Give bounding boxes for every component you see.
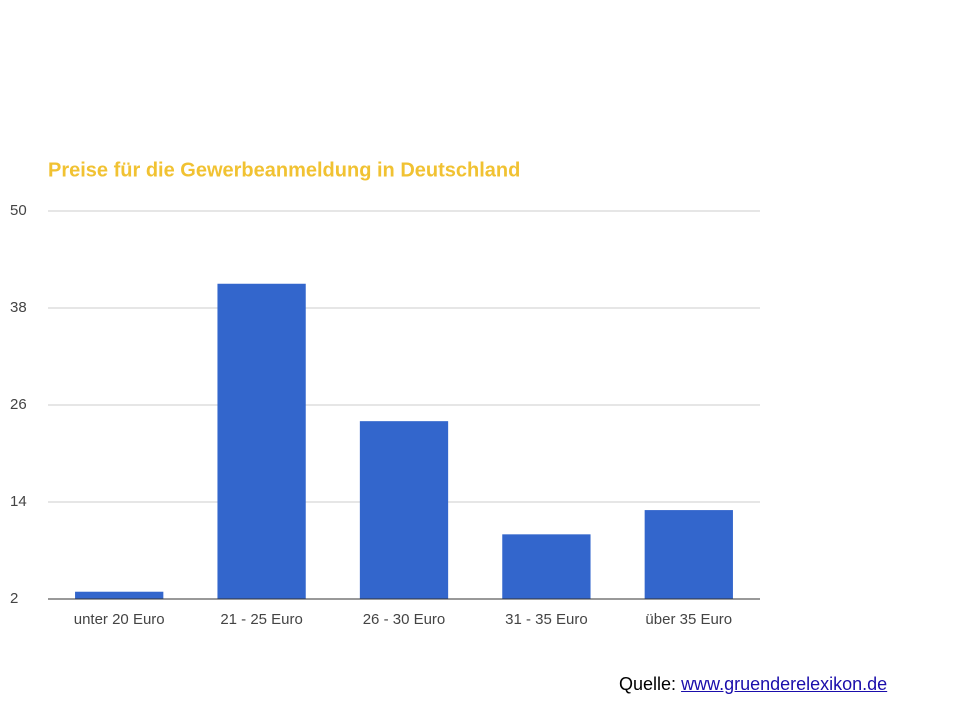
x-tick-label: 21 - 25 Euro (220, 611, 303, 628)
x-tick-label: 31 - 35 Euro (505, 611, 588, 628)
chart: Preise für die Gewerbeanmeldung in Deuts… (10, 159, 760, 628)
bar (502, 534, 591, 599)
y-tick-label: 14 (10, 493, 27, 510)
chart-title: Preise für die Gewerbeanmeldung in Deuts… (48, 159, 520, 181)
y-tick-label: 2 (10, 590, 18, 607)
x-tick-label: über 35 Euro (645, 611, 732, 628)
y-tick-label: 38 (10, 299, 27, 316)
x-tick-label: unter 20 Euro (74, 611, 165, 628)
source-link[interactable]: www.gruenderelexikon.de (681, 674, 888, 694)
source: Quelle: www.gruenderelexikon.de (619, 674, 887, 695)
y-tick-label: 26 (10, 396, 27, 413)
bar (359, 421, 449, 599)
bar (75, 591, 164, 599)
x-tick-label: 26 - 30 Euro (363, 611, 446, 628)
bar (644, 510, 733, 599)
source-label: Quelle: (619, 674, 677, 694)
bar (217, 283, 306, 599)
y-tick-label: 50 (10, 202, 27, 219)
